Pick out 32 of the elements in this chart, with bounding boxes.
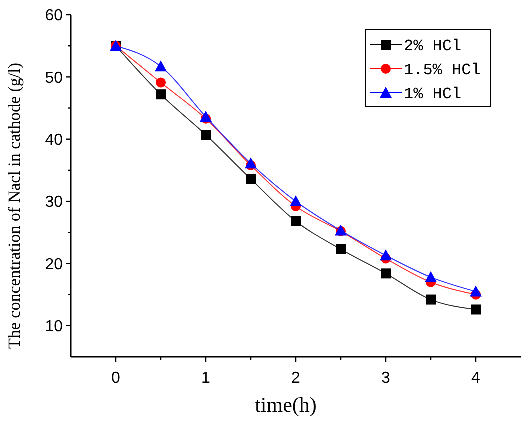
x-tick-label: 2 xyxy=(292,370,301,387)
y-tick-label: 60 xyxy=(45,8,64,25)
point xyxy=(426,294,436,305)
y-tick-label: 50 xyxy=(45,70,64,87)
point xyxy=(425,271,437,282)
x-tick-label: 0 xyxy=(112,370,121,387)
point xyxy=(290,196,302,207)
point xyxy=(200,110,212,122)
legend-label: 1% HCl xyxy=(404,86,462,104)
y-axis-title: The concentration of Nacl in cathode (g/l) xyxy=(5,62,24,350)
point xyxy=(156,78,166,88)
point xyxy=(471,304,481,315)
y-tick-label: 40 xyxy=(45,132,64,149)
y-tick-label: 20 xyxy=(45,256,64,274)
legend-label: 1.5% HCl xyxy=(404,62,481,80)
point xyxy=(156,90,166,100)
point xyxy=(201,130,211,140)
point xyxy=(155,60,167,72)
point xyxy=(336,244,346,254)
point xyxy=(245,158,257,169)
x-tick-label: 4 xyxy=(472,370,481,387)
point xyxy=(381,268,391,279)
point xyxy=(291,216,301,226)
x-axis-title: time(h) xyxy=(255,393,317,417)
legend-label: 2% HCl xyxy=(404,38,462,56)
point xyxy=(380,250,392,261)
point xyxy=(470,286,482,297)
y-tick-label: 30 xyxy=(45,194,64,212)
y-tick-label: 10 xyxy=(45,318,64,336)
x-tick-label: 3 xyxy=(382,370,391,387)
point xyxy=(246,174,256,184)
x-tick-label: 1 xyxy=(202,370,211,387)
